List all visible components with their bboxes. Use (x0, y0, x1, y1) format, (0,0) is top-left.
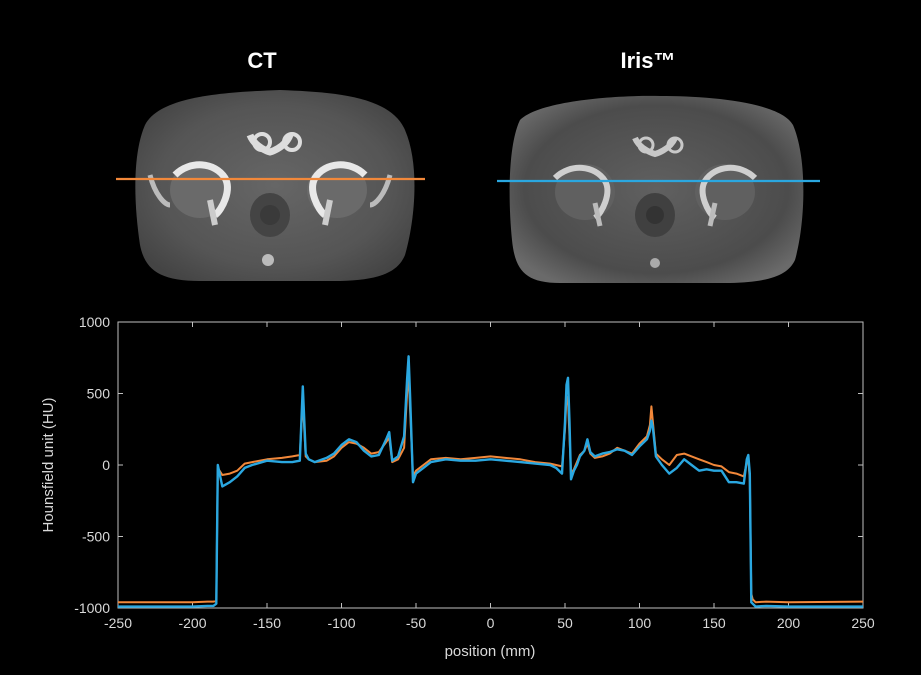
y-axis-label: Hounsfield unit (HU) (40, 397, 57, 532)
x-tick-label: -100 (327, 615, 355, 631)
x-tick-label: 50 (557, 615, 573, 631)
axis-ticks: -250 -200 -150 -100 -50 0 50 100 150 200 250-1000-… (74, 314, 875, 631)
iris-title: Iris™ (620, 48, 675, 73)
iris-scan-image (509, 95, 804, 283)
x-axis-label: position (mm) (445, 643, 536, 660)
x-tick-label: -50 (406, 615, 426, 631)
y-tick-label: -1000 (74, 600, 110, 616)
x-tick-label: 150 (702, 615, 726, 631)
ct-scan-image (135, 90, 415, 281)
x-tick-label: -250 (104, 615, 132, 631)
y-tick-label: 0 (102, 457, 110, 473)
x-tick-label: -150 (253, 615, 281, 631)
y-tick-label: 1000 (79, 314, 110, 330)
y-tick-label: -500 (82, 529, 110, 545)
y-tick-label: 500 (87, 386, 111, 402)
iris-series-line (118, 355, 863, 608)
series-group (118, 355, 864, 608)
x-tick-label: -200 (178, 615, 206, 631)
x-tick-label: 200 (777, 615, 801, 631)
ct-title: CT (247, 48, 277, 73)
hu-profile-chart: -250 -200 -150 -100 -50 0 50 100 150 200 250-1000-… (40, 314, 875, 660)
x-tick-label: 0 (487, 615, 495, 631)
x-tick-label: 250 (851, 615, 875, 631)
x-tick-label: 100 (628, 615, 652, 631)
